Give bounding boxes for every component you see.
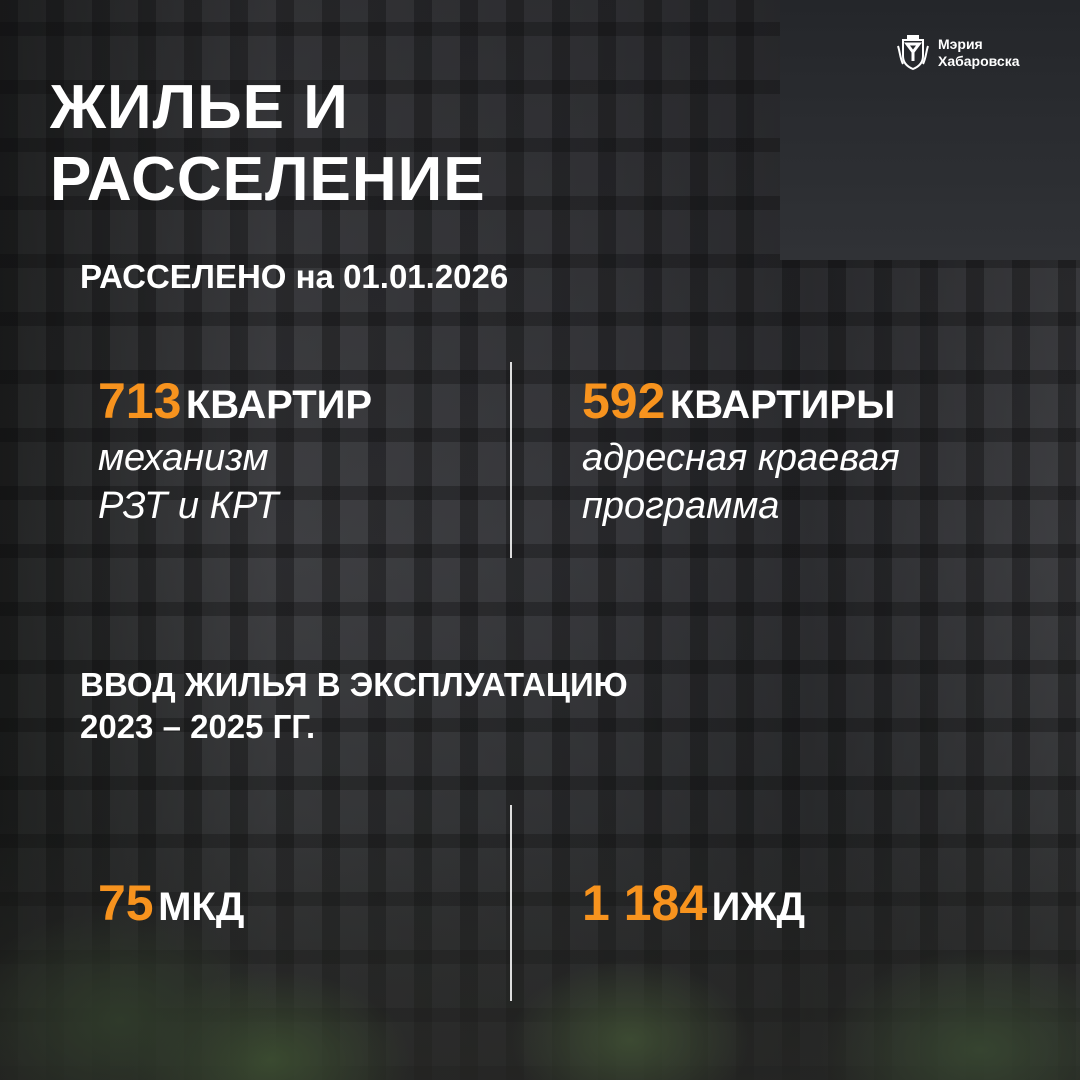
stat-desc-1: адресная краевая [582, 437, 900, 479]
stat-desc-2: РЗТ и КРТ [98, 485, 279, 527]
stat-number: 713 [98, 373, 182, 429]
divider [510, 362, 512, 558]
stat-desc-2: программа [582, 485, 780, 527]
commissioning-heading: ВВОД ЖИЛЬЯ В ЭКСПЛУАТАЦИЮ 2023 – 2025 ГГ… [80, 664, 628, 748]
stat-left-resettled: 713 КВАРТИР механизм РЗТ и КРТ [98, 372, 372, 530]
sky [780, 0, 1080, 260]
logo-line1: Мэрия [938, 36, 983, 52]
resettled-heading: РАССЕЛЕНО на 01.01.2026 [80, 258, 509, 295]
commissioning-heading-1: ВВОД ЖИЛЬЯ В ЭКСПЛУАТАЦИЮ [80, 666, 628, 703]
title-line2: РАССЕЛЕНИЕ [50, 145, 486, 214]
stat-number: 592 [582, 373, 666, 429]
stat-number: 1 184 [582, 875, 708, 931]
stat-number: 75 [98, 875, 154, 931]
logo-line2: Хабаровска [938, 53, 1020, 69]
divider [510, 805, 512, 1001]
stat-unit: ИЖД [711, 885, 805, 929]
stat-desc-1: механизм [98, 437, 269, 479]
stat-unit: МКД [158, 885, 245, 929]
stat-right-resettled: 592 КВАРТИРЫ адресная краевая программа [582, 372, 900, 530]
logo: Мэрия Хабаровска [896, 34, 1020, 72]
page-title: ЖИЛЬЕ И РАССЕЛЕНИЕ [50, 72, 486, 216]
stat-left-commissioning: 75 МКД [98, 874, 244, 932]
commissioning-heading-2: 2023 – 2025 ГГ. [80, 708, 316, 745]
stat-unit: КВАРТИР [185, 383, 373, 427]
coat-of-arms-icon [897, 35, 929, 71]
stat-right-commissioning: 1 184 ИЖД [582, 874, 805, 932]
trees [0, 820, 1080, 1080]
title-line1: ЖИЛЬЕ И [50, 73, 349, 142]
stat-unit: КВАРТИРЫ [669, 383, 896, 427]
